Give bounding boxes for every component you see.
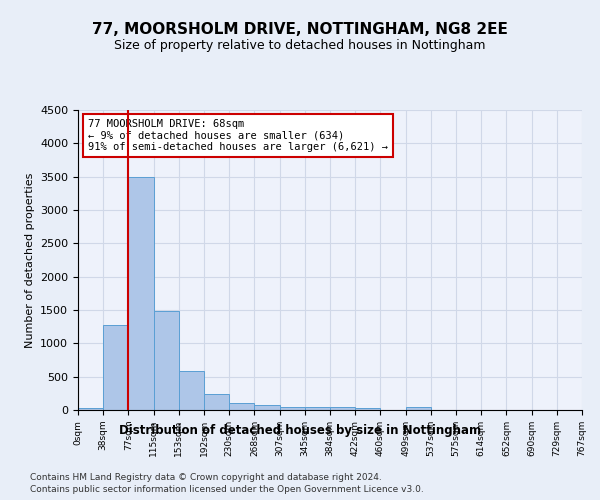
Bar: [204, 394, 229, 410]
Bar: [154, 312, 179, 410]
Text: Contains public sector information licensed under the Open Government Licence v3: Contains public sector information licen…: [30, 485, 424, 494]
Bar: [128, 176, 154, 410]
Text: 77, MOORSHOLM DRIVE, NOTTINGHAM, NG8 2EE: 77, MOORSHOLM DRIVE, NOTTINGHAM, NG8 2EE: [92, 22, 508, 38]
Text: Distribution of detached houses by size in Nottingham: Distribution of detached houses by size …: [119, 424, 481, 437]
Text: 77 MOORSHOLM DRIVE: 68sqm
← 9% of detached houses are smaller (634)
91% of semi-: 77 MOORSHOLM DRIVE: 68sqm ← 9% of detach…: [88, 119, 388, 152]
Bar: [78, 408, 103, 410]
Bar: [229, 402, 254, 410]
Text: Contains HM Land Registry data © Crown copyright and database right 2024.: Contains HM Land Registry data © Crown c…: [30, 472, 382, 482]
Bar: [179, 372, 204, 410]
Bar: [355, 408, 380, 410]
Bar: [280, 406, 305, 410]
Y-axis label: Number of detached properties: Number of detached properties: [25, 172, 35, 348]
Bar: [330, 406, 355, 410]
Bar: [254, 404, 280, 410]
Bar: [103, 324, 128, 410]
Text: Size of property relative to detached houses in Nottingham: Size of property relative to detached ho…: [114, 39, 486, 52]
Bar: [305, 406, 330, 410]
Bar: [406, 407, 431, 410]
